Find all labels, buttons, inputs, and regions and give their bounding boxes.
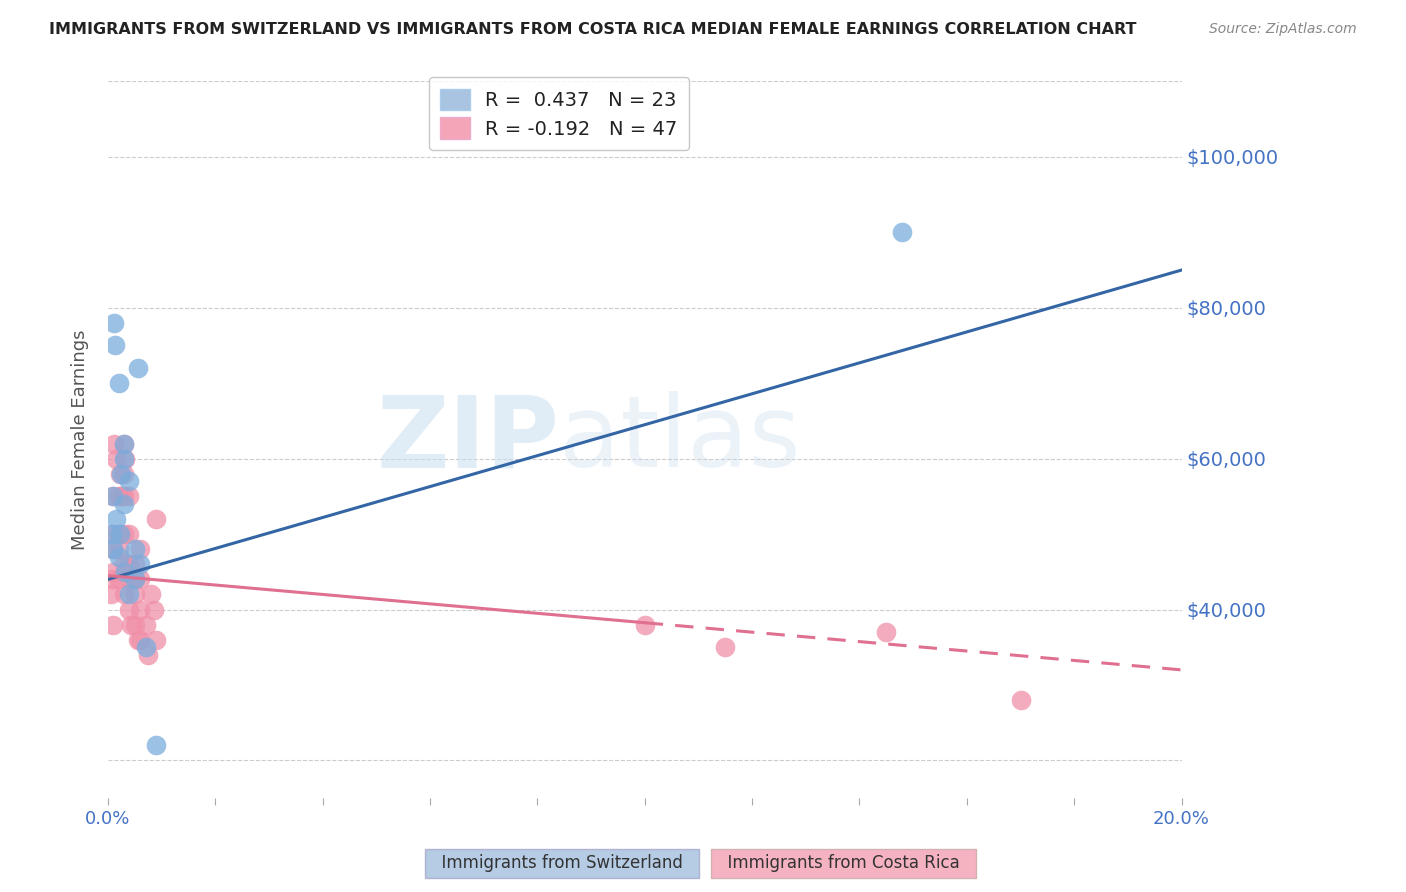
- Point: [145, 512, 167, 526]
- Point: [112, 527, 135, 541]
- Point: [120, 617, 142, 632]
- Point: [136, 648, 159, 662]
- Point: [145, 739, 167, 753]
- Point: [129, 542, 152, 557]
- Point: [103, 489, 125, 503]
- Point: [107, 527, 129, 541]
- Point: [124, 558, 146, 572]
- Point: [100, 573, 122, 587]
- Point: [118, 489, 141, 503]
- Point: [129, 632, 152, 647]
- Point: [107, 542, 129, 557]
- Point: [124, 573, 146, 587]
- Point: [104, 338, 127, 352]
- Point: [101, 527, 124, 541]
- Point: [129, 573, 152, 587]
- Point: [142, 602, 165, 616]
- Point: [103, 316, 125, 330]
- Text: atlas: atlas: [558, 392, 800, 488]
- Point: [118, 573, 141, 587]
- Point: [127, 361, 149, 376]
- Legend: R =  0.437   N = 23, R = -0.192   N = 47: R = 0.437 N = 23, R = -0.192 N = 47: [429, 77, 689, 151]
- Point: [124, 617, 146, 632]
- Point: [114, 565, 136, 579]
- Point: [100, 587, 122, 601]
- Point: [145, 632, 167, 647]
- Point: [714, 640, 737, 655]
- Point: [105, 451, 128, 466]
- Point: [110, 489, 132, 503]
- Point: [129, 602, 152, 616]
- Point: [891, 225, 914, 239]
- Point: [118, 558, 141, 572]
- Point: [118, 602, 141, 616]
- Text: Immigrants from Switzerland: Immigrants from Switzerland: [432, 855, 693, 872]
- Y-axis label: Median Female Earnings: Median Female Earnings: [72, 329, 89, 550]
- Point: [107, 573, 129, 587]
- Point: [108, 467, 131, 481]
- Point: [105, 512, 128, 526]
- Point: [108, 527, 131, 541]
- Point: [135, 617, 157, 632]
- Point: [103, 542, 125, 557]
- Text: Source: ZipAtlas.com: Source: ZipAtlas.com: [1209, 22, 1357, 37]
- Point: [107, 489, 129, 503]
- Text: Immigrants from Costa Rica: Immigrants from Costa Rica: [717, 855, 970, 872]
- Point: [875, 625, 897, 640]
- Point: [124, 587, 146, 601]
- Point: [118, 527, 141, 541]
- Point: [107, 376, 129, 391]
- Point: [112, 436, 135, 450]
- Point: [118, 587, 141, 601]
- Point: [103, 489, 125, 503]
- Point: [114, 451, 136, 466]
- Point: [112, 587, 135, 601]
- Point: [112, 467, 135, 481]
- Point: [103, 617, 125, 632]
- Point: [103, 565, 125, 579]
- Point: [112, 489, 135, 503]
- Point: [139, 587, 162, 601]
- Text: ZIP: ZIP: [375, 392, 558, 488]
- Point: [135, 640, 157, 655]
- Point: [127, 632, 149, 647]
- Point: [103, 436, 125, 450]
- Point: [634, 617, 657, 632]
- Point: [1010, 693, 1032, 707]
- Text: IMMIGRANTS FROM SWITZERLAND VS IMMIGRANTS FROM COSTA RICA MEDIAN FEMALE EARNINGS: IMMIGRANTS FROM SWITZERLAND VS IMMIGRANT…: [49, 22, 1136, 37]
- Point: [103, 527, 125, 541]
- Point: [112, 558, 135, 572]
- Point: [129, 558, 152, 572]
- Point: [118, 475, 141, 489]
- Point: [112, 497, 135, 511]
- Point: [124, 573, 146, 587]
- Point: [112, 451, 135, 466]
- Point: [103, 542, 125, 557]
- Point: [112, 436, 135, 450]
- Point: [124, 542, 146, 557]
- Point: [107, 549, 129, 564]
- Point: [110, 467, 132, 481]
